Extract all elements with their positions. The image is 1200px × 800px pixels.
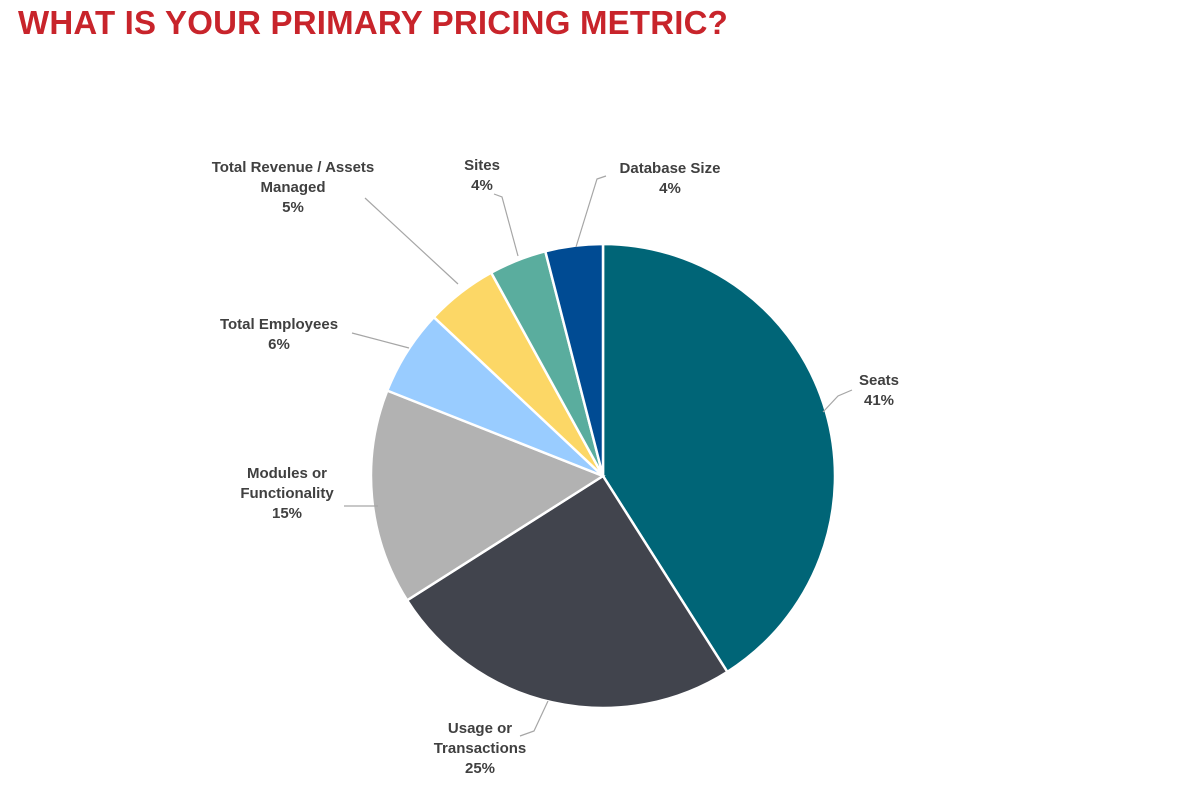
pie-slices <box>369 242 837 710</box>
leader-line-database-size <box>575 175 607 248</box>
leader-line-total-revenue-assets-managed <box>364 197 459 285</box>
leader-line-usage-or-transactions <box>519 700 549 737</box>
leader-lines <box>344 175 853 737</box>
data-label-database-size: Database Size 4% <box>620 160 721 197</box>
data-label-total-revenue-assets-managed: Total Revenue / Assets Managed 5% <box>212 159 375 216</box>
pie-slice-modules-or-functionality <box>369 388 606 603</box>
pie-slice-database-size <box>543 242 605 477</box>
data-label-sites: Sites 4% <box>464 157 500 194</box>
pie-slice-seats <box>601 242 837 674</box>
data-label-modules-or-functionality: Modules or Functionality 15% <box>240 465 334 522</box>
leader-line-seats <box>822 389 853 413</box>
page-title: WHAT IS YOUR PRIMARY PRICING METRIC? <box>18 4 728 41</box>
leader-line-sites <box>493 193 519 257</box>
data-label-seats: Seats 41% <box>859 372 899 409</box>
pie-slice-usage-or-transactions <box>405 474 730 710</box>
data-label-total-employees: Total Employees 6% <box>220 316 338 353</box>
data-label-usage-or-transactions: Usage or Transactions 25% <box>434 720 527 777</box>
slice-labels: Seats 41% Usage or Transactions 25% Modules o… <box>212 157 899 777</box>
leader-line-total-employees <box>351 332 410 349</box>
